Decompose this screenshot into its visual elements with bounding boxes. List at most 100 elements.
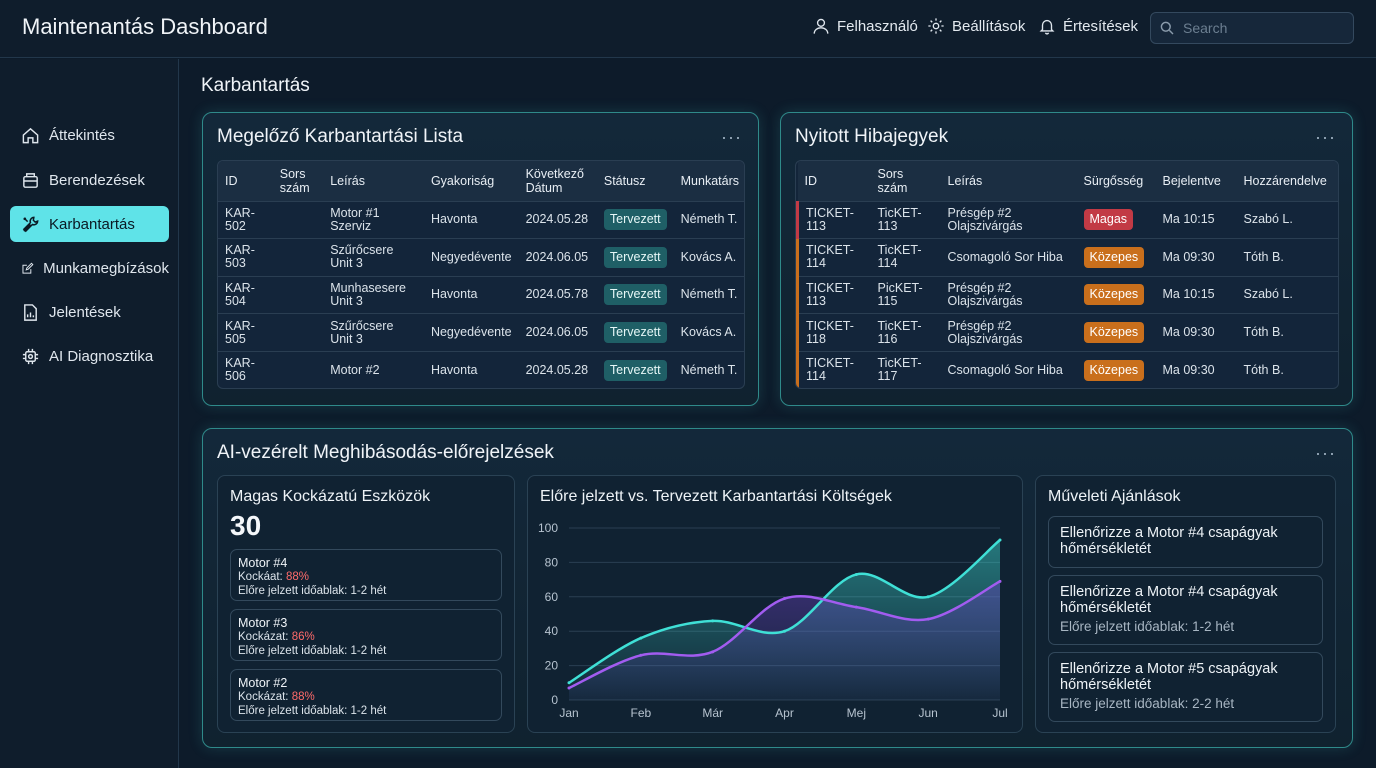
table-cell: TICKET-113 <box>796 275 871 314</box>
table-cell <box>272 200 324 239</box>
x-tick-label: Feb <box>630 706 651 720</box>
table-cell: TICKET-118 <box>796 313 871 352</box>
panel-title: Műveleti Ajánlások <box>1048 488 1181 505</box>
severity-badge: Közepes <box>1083 284 1145 306</box>
risk-count: 30 <box>230 510 262 541</box>
app-title: Maintenantás Dashboard <box>22 14 268 39</box>
table-cell: Kovács A. <box>673 313 744 352</box>
column-header: Státusz <box>596 161 674 201</box>
table-cell: Tervezett <box>596 350 674 388</box>
risk-item[interactable]: Motor #4 Kockáat: 88% Előre jelzett időa… <box>230 549 502 601</box>
y-tick-label: 80 <box>545 555 559 569</box>
table-row[interactable]: TICKET-114 TicKET-114 Csomagoló Sor Hiba Kö… <box>796 238 1338 277</box>
data-point <box>926 617 930 621</box>
more-options-button[interactable]: ··· <box>1315 443 1336 463</box>
status-badge: Tervezett <box>603 246 667 268</box>
sidebar-item-attekintes[interactable]: Áttekintés <box>10 117 169 153</box>
table-cell: Ma 09:30 <box>1155 350 1237 388</box>
table-row[interactable]: KAR-504 Munhasesere Unit 3 Havonta 2024.05.… <box>218 275 744 314</box>
table-row[interactable]: TICKET-114 TicKET-117 Csomagoló Sor Hiba Kö… <box>796 350 1338 388</box>
table-cell: Tóth B. <box>1236 350 1338 388</box>
asset-name: Motor #3 <box>238 616 288 630</box>
table-row[interactable]: KAR-502 Motor #1 Szerviz Havonta 2024.05.28… <box>218 200 744 239</box>
table-cell <box>272 275 324 314</box>
table-row[interactable]: TICKET-113 TicKET-113 Présgép #2 Olajszivá… <box>796 200 1338 239</box>
edit-icon <box>22 262 34 274</box>
sidebar-item-jelentesek[interactable]: Jelentések <box>10 294 169 330</box>
table-cell: Ma 10:15 <box>1155 200 1237 239</box>
user-menu[interactable]: Felhasználó <box>812 17 918 35</box>
table-cell: Németh T. <box>673 350 744 388</box>
table-row[interactable]: KAR-503 Szűrőcsere Unit 3 Negyedévente 2024… <box>218 238 744 277</box>
table-cell: TicKET-117 <box>870 350 941 388</box>
risk-item[interactable]: Motor #3 Kockázat: 86% Előre jelzett idő… <box>230 609 502 661</box>
table-cell: Szűrőcsere Unit 3 <box>323 313 424 352</box>
more-options-button[interactable]: ··· <box>721 127 742 147</box>
table-row[interactable]: TICKET-118 TicKET-116 Présgép #2 Olajszivá… <box>796 313 1338 352</box>
severity-badge: Közepes <box>1083 359 1145 381</box>
recommendation-window: Előre jelzett időablak: 2-2 hét <box>1060 696 1235 711</box>
table-cell <box>272 350 324 388</box>
recommendation-window: Előre jelzett időablak: 1-2 hét <box>1060 619 1235 634</box>
data-point <box>998 579 1002 583</box>
table-row[interactable]: TICKET-113 PicKET-115 Présgép #2 Olajszivá… <box>796 275 1338 314</box>
sidebar-item-karbantartas[interactable]: Karbantartás <box>10 206 169 242</box>
risk-label: Kockáat: <box>238 571 283 583</box>
data-point <box>998 538 1002 542</box>
user-icon <box>813 18 829 34</box>
table-cell: Présgép #2 Olajszivárgás <box>940 200 1077 239</box>
sidebar-item-ai-diagnosztika[interactable]: AI Diagnosztika <box>10 338 169 374</box>
risk-label: Kockázat: <box>238 631 289 643</box>
table-cell: KAR-502 <box>218 200 273 239</box>
risk-line: Kockázat: 86% <box>238 630 494 644</box>
table-cell: TicKET-116 <box>870 313 941 352</box>
table-cell: Tervezett <box>596 275 674 314</box>
sidebar-item-munkamegbizasok[interactable]: Munkamegbízások <box>10 250 169 286</box>
table-cell: Negyedévente <box>423 313 519 352</box>
table-cell: KAR-503 <box>218 238 273 277</box>
asset-name: Motor #4 <box>238 556 288 570</box>
table-cell: Szabó L. <box>1236 275 1338 314</box>
table-cell: 2024.05.28 <box>518 350 597 388</box>
risk-line: Kockáat: 88% <box>238 570 494 584</box>
risk-window: Előre jelzett időablak: 1-2 hét <box>238 645 387 657</box>
y-tick-label: 20 <box>545 659 559 673</box>
recommendation-item[interactable]: Ellenőrizze a Motor #4 csapágyak hőmérsé… <box>1048 575 1323 645</box>
table-row[interactable]: KAR-506 Motor #2 Havonta 2024.05.28 Tervezet… <box>218 350 744 388</box>
notifications-menu[interactable]: Értesítések <box>1038 17 1138 35</box>
more-options-button[interactable]: ··· <box>1315 127 1336 147</box>
preventive-table-wrap: ID Sors szám Leírás Gyakoriság Következő… <box>217 160 745 389</box>
table-cell: TICKET-114 <box>796 238 871 277</box>
preventive-maintenance-card: Megelőző Karbantartási Lista ··· ID Sors… <box>202 112 759 406</box>
cost-chart: 0 20 40 60 80 100 Jan Feb Már Apr Mej Jun Jul <box>538 521 1008 720</box>
risk-label: Kockázat: <box>238 691 289 703</box>
tools-icon <box>22 216 39 232</box>
sidebar-item-label: Munkamegbízások <box>43 259 169 277</box>
recommendation-item[interactable]: Ellenőrizze a Motor #5 csapágyak hőmérsé… <box>1048 652 1323 722</box>
x-tick-label: Már <box>702 706 723 720</box>
table-header-row: ID Sors szám Leírás Sürgősség Bejelentve… <box>797 161 1338 201</box>
page-title: Karbantartás <box>201 75 310 96</box>
table-cell: Tóth B. <box>1236 238 1338 277</box>
risk-value: 88% <box>285 571 309 583</box>
card-title: Megelőző Karbantartási Lista <box>217 126 464 147</box>
recommendation-item[interactable]: Ellenőrizze a Motor #4 csapágyak hőmérsé… <box>1048 516 1323 568</box>
settings-menu[interactable]: Beállítások <box>927 17 1025 35</box>
search-input[interactable] <box>1183 20 1343 36</box>
asset-name: Motor #2 <box>238 676 288 690</box>
table-cell: TICKET-114 <box>796 350 871 388</box>
table-cell: KAR-504 <box>218 275 273 314</box>
data-point <box>711 650 715 654</box>
data-point <box>783 629 786 633</box>
data-point <box>854 572 858 576</box>
risk-value: 88% <box>291 691 315 703</box>
top-bar: Maintenantás Dashboard Felhasználó Beáll… <box>0 0 1376 58</box>
sidebar-item-berendezesek[interactable]: Berendezések <box>10 162 169 198</box>
y-tick-label: 40 <box>545 624 559 638</box>
data-point <box>639 636 643 640</box>
table-row[interactable]: KAR-505 Szűrőcsere Unit 3 Negyedévente 2024… <box>218 313 744 352</box>
table-cell: Németh T. <box>673 200 744 239</box>
table-cell: 2024.05.28 <box>518 200 597 239</box>
open-tickets-card: Nyitott Hibajegyek ··· ID Sors szám Leír… <box>780 112 1353 406</box>
risk-item[interactable]: Motor #2 Kockázat: 88% Előre jelzett idő… <box>230 669 502 721</box>
